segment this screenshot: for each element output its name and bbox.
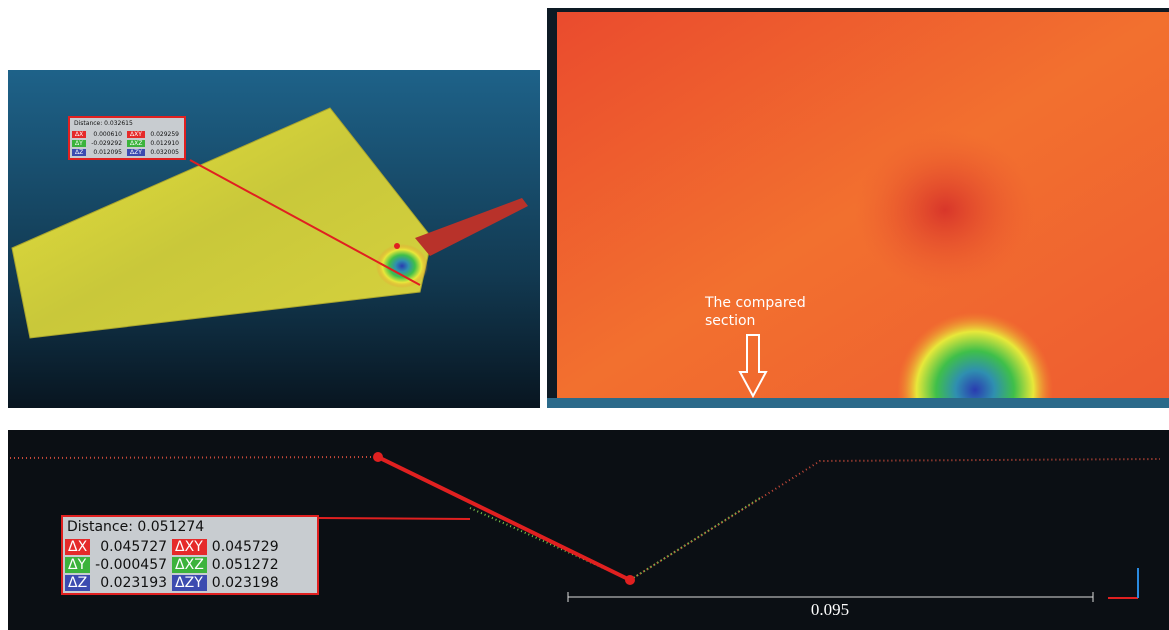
label-value: 0.051272	[209, 557, 282, 573]
label-value: 0.012910	[147, 140, 182, 147]
label-value: 0.045729	[209, 539, 282, 555]
label-key: ΔX	[72, 131, 86, 138]
label-value: 0.023193	[92, 575, 170, 591]
label-title: Distance: 0.051274	[63, 517, 317, 537]
point	[625, 575, 635, 585]
label-key: ΔZY	[172, 575, 207, 591]
heat-spot	[855, 130, 1035, 290]
label-title: Distance: 0.032615	[70, 118, 184, 129]
label-value: 0.045727	[92, 539, 170, 555]
label-key: ΔX	[65, 539, 90, 555]
label-key: ΔXY	[172, 539, 207, 555]
scale-label: 0.095	[811, 600, 849, 619]
label-key: ΔY	[72, 140, 86, 147]
point	[373, 452, 383, 462]
annotation: The compared section	[705, 294, 835, 330]
label-value: 0.032005	[147, 149, 182, 156]
label-value: 0.029259	[147, 131, 182, 138]
label-value: 0.012095	[88, 149, 125, 156]
label-key: ΔY	[65, 557, 90, 573]
label-key: ΔZ	[65, 575, 90, 591]
page: 0.095 Distance: 0.032615ΔX0.000610ΔXY0.0…	[0, 0, 1169, 630]
label-key: ΔZ	[72, 149, 86, 156]
label-value: 0.000610	[88, 131, 125, 138]
label-key: ΔXZ	[172, 557, 207, 573]
label-value: 0.023198	[209, 575, 282, 591]
label-key: ΔXY	[127, 131, 145, 138]
label-value: -0.029292	[88, 140, 125, 147]
label-key: ΔZY	[127, 149, 145, 156]
point	[394, 243, 400, 249]
label-key: ΔXZ	[127, 140, 145, 147]
heatmap-edge	[547, 398, 1169, 408]
leader	[318, 518, 470, 519]
label-value: -0.000457	[92, 557, 170, 573]
